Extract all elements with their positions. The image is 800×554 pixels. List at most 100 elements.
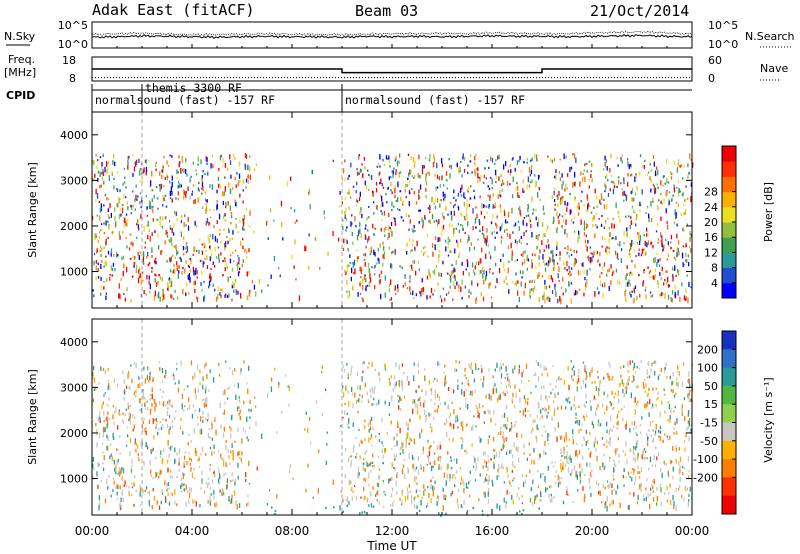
heatmap-cell (526, 243, 528, 246)
heatmap-cell (139, 484, 141, 488)
heatmap-cell (596, 287, 599, 290)
heatmap-cell (231, 214, 233, 219)
heatmap-cell (240, 458, 242, 462)
heatmap-cell (350, 481, 352, 485)
heatmap-cell (238, 162, 241, 167)
heatmap-cell (413, 163, 416, 168)
heatmap-cell (232, 450, 234, 454)
heatmap-cell (670, 500, 672, 506)
heatmap-cell (608, 285, 610, 291)
heatmap-cell (347, 295, 349, 300)
heatmap-cell (572, 153, 574, 156)
heatmap-cell (613, 462, 616, 467)
heatmap-cell (116, 473, 119, 476)
heatmap-cell (502, 182, 505, 185)
heatmap-cell (119, 474, 121, 477)
heatmap-cell (399, 190, 402, 193)
heatmap-cell (469, 247, 471, 252)
heatmap-cell (144, 241, 147, 245)
heatmap-cell (432, 293, 434, 296)
heatmap-cell (620, 258, 622, 264)
heatmap-cell (457, 223, 460, 226)
heatmap-cell (481, 247, 483, 253)
heatmap-cell (672, 466, 674, 472)
heatmap-cell (602, 403, 604, 408)
heatmap-cell (404, 282, 406, 286)
heatmap-cell (103, 265, 105, 268)
heatmap-cell (511, 158, 513, 161)
heatmap-cell (579, 271, 581, 275)
heatmap-cell (228, 496, 230, 502)
heatmap-cell (682, 192, 684, 195)
heatmap-cell (529, 469, 531, 474)
heatmap-cell (538, 233, 540, 236)
colorbar-tick-label: 50 (704, 380, 718, 393)
heatmap-cell (106, 169, 108, 174)
heatmap-cell (439, 458, 441, 463)
heatmap-cell (98, 504, 100, 511)
heatmap-cell (357, 410, 359, 414)
heatmap-cell (689, 245, 691, 249)
heatmap-cell (117, 294, 120, 298)
heatmap-cell (370, 491, 372, 497)
heatmap-cell (585, 413, 588, 418)
heatmap-cell (375, 435, 377, 438)
heatmap-cell (617, 279, 619, 285)
y-tick-label: 3000 (60, 174, 88, 187)
heatmap-cell (210, 267, 212, 270)
heatmap-cell (450, 210, 452, 215)
heatmap-cell (168, 415, 171, 418)
heatmap-cell (102, 169, 104, 173)
heatmap-cell (413, 190, 415, 195)
heatmap-cell (441, 226, 443, 232)
heatmap-cell (107, 485, 109, 488)
heatmap-cell (333, 506, 335, 509)
heatmap-cell (671, 289, 674, 295)
heatmap-cell (389, 379, 391, 385)
heatmap-cell (645, 251, 647, 255)
heatmap-cell (495, 423, 497, 426)
heatmap-cell (348, 264, 350, 268)
heatmap-cell (362, 298, 364, 303)
heatmap-cell (643, 165, 646, 169)
heatmap-cell (396, 491, 398, 495)
heatmap-cell (676, 223, 678, 227)
heatmap-cell (359, 191, 361, 197)
heatmap-cell (575, 157, 577, 164)
heatmap-cell (352, 403, 354, 409)
heatmap-cell (374, 273, 376, 276)
heatmap-cell (418, 268, 420, 272)
heatmap-cell (471, 262, 474, 268)
heatmap-cell (353, 445, 355, 448)
heatmap-cell (469, 154, 472, 157)
heatmap-cell (323, 210, 325, 215)
heatmap-cell (588, 185, 590, 189)
heatmap-cell (131, 275, 134, 278)
heatmap-cell (460, 187, 462, 192)
heatmap-cell (413, 362, 415, 366)
heatmap-cell (180, 168, 182, 174)
heatmap-cell (573, 292, 575, 296)
heatmap-cell (684, 209, 687, 215)
heatmap-cell (139, 409, 141, 412)
heatmap-cell (465, 268, 467, 271)
heatmap-cell (443, 216, 445, 220)
heatmap-cell (577, 420, 579, 427)
heatmap-cell (617, 243, 619, 246)
heatmap-cell (144, 428, 146, 433)
heatmap-cell (234, 279, 237, 283)
heatmap-cell (393, 217, 395, 220)
heatmap-cell (137, 453, 139, 456)
heatmap-cell (457, 384, 459, 390)
heatmap-cell (218, 478, 220, 484)
heatmap-cell (394, 458, 396, 461)
power-ylabel: Slant Range [km] (26, 162, 39, 258)
heatmap-cell (516, 241, 518, 245)
heatmap-cell (189, 196, 191, 200)
heatmap-cell (407, 427, 409, 431)
heatmap-cell (667, 283, 670, 288)
heatmap-cell (171, 175, 173, 181)
heatmap-cell (132, 429, 134, 432)
heatmap-cell (104, 498, 107, 504)
heatmap-cell (391, 209, 393, 212)
